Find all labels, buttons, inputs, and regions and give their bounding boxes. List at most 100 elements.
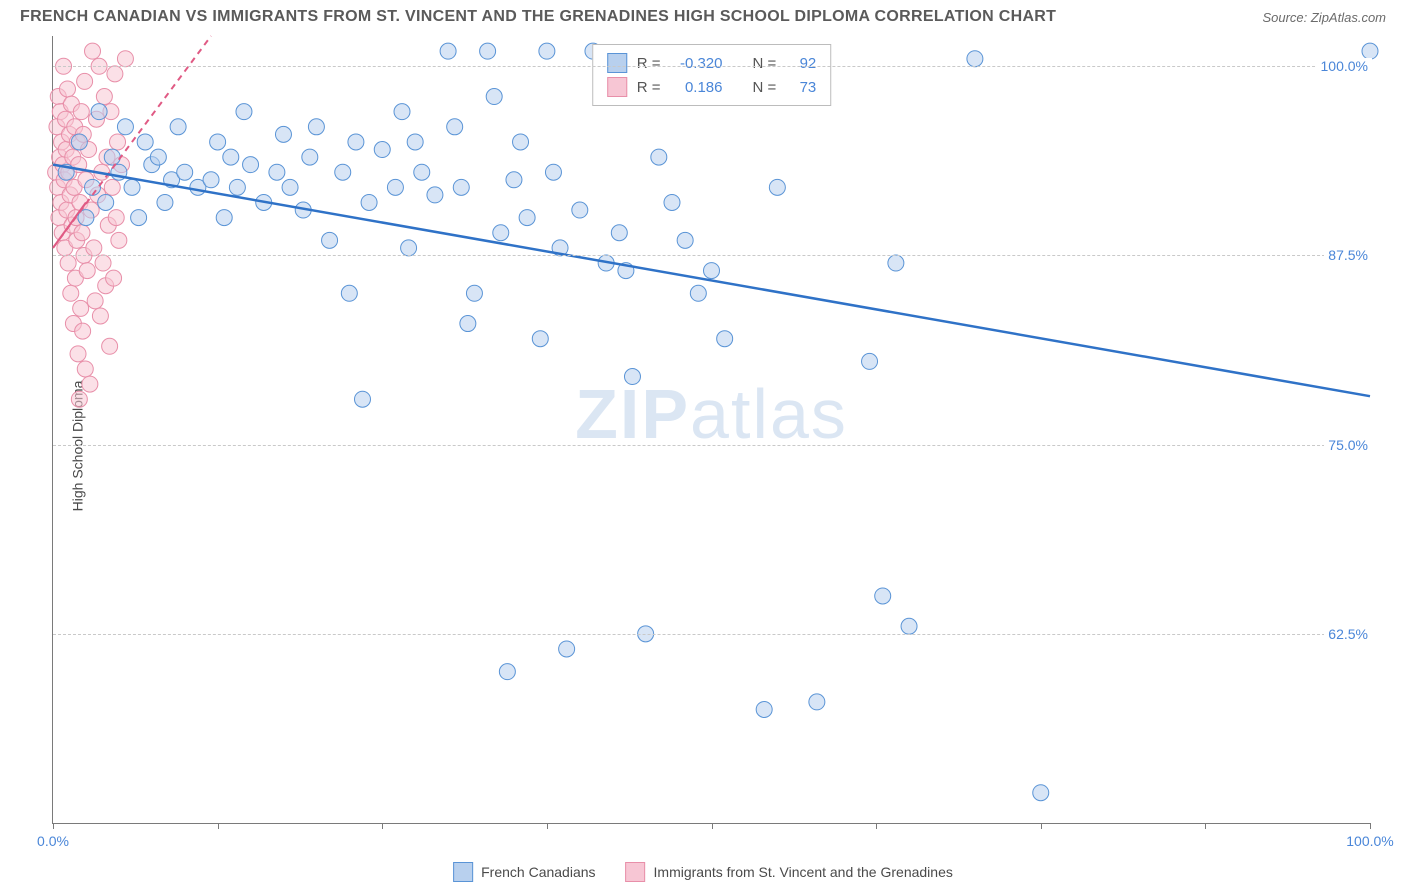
x-tick (218, 823, 219, 829)
n-value-blue: 92 (786, 55, 816, 72)
scatter-point (967, 51, 983, 67)
scatter-point (73, 300, 89, 316)
scatter-point (387, 179, 403, 195)
scatter-point (677, 232, 693, 248)
scatter-point (73, 104, 89, 120)
stats-row-pink: R = 0.186 N = 73 (607, 75, 817, 99)
scatter-point (216, 210, 232, 226)
scatter-point (91, 104, 107, 120)
swatch-pink (607, 77, 627, 97)
scatter-point (74, 225, 90, 241)
scatter-point (59, 81, 75, 97)
scatter-point (664, 194, 680, 210)
scatter-point (157, 194, 173, 210)
swatch-pink (626, 862, 646, 882)
x-tick-label: 0.0% (37, 833, 69, 849)
chart-title: FRENCH CANADIAN VS IMMIGRANTS FROM ST. V… (20, 8, 1056, 26)
scatter-point (453, 179, 469, 195)
scatter-point (1362, 43, 1378, 59)
y-tick-label: 100.0% (1317, 58, 1372, 74)
scatter-point (85, 43, 101, 59)
scatter-point (427, 187, 443, 203)
chart-container: FRENCH CANADIAN VS IMMIGRANTS FROM ST. V… (0, 0, 1406, 892)
scatter-point (177, 164, 193, 180)
legend-item-blue: French Canadians (453, 862, 595, 882)
scatter-point (85, 179, 101, 195)
legend-label-pink: Immigrants from St. Vincent and the Gren… (654, 864, 953, 880)
stats-row-blue: R = -0.320 N = 92 (607, 51, 817, 75)
scatter-point (862, 353, 878, 369)
scatter-point (77, 73, 93, 89)
scatter-point (170, 119, 186, 135)
scatter-point (361, 194, 377, 210)
legend-item-pink: Immigrants from St. Vincent and the Gren… (626, 862, 953, 882)
scatter-point (70, 346, 86, 362)
scatter-point (335, 164, 351, 180)
scatter-point (447, 119, 463, 135)
x-tick (53, 823, 54, 829)
scatter-point (137, 134, 153, 150)
gridline (53, 445, 1370, 446)
scatter-point (117, 51, 133, 67)
trend-line (53, 165, 1370, 397)
scatter-point (236, 104, 252, 120)
scatter-point (466, 285, 482, 301)
scatter-point (108, 210, 124, 226)
scatter-point (460, 316, 476, 332)
scatter-point (223, 149, 239, 165)
scatter-point (71, 134, 87, 150)
gridline (53, 634, 1370, 635)
scatter-point (124, 179, 140, 195)
scatter-point (210, 134, 226, 150)
scatter-point (229, 179, 245, 195)
r-label: R = (637, 55, 661, 72)
scatter-point (888, 255, 904, 271)
scatter-point (545, 164, 561, 180)
scatter-point (60, 255, 76, 271)
scatter-point (717, 331, 733, 347)
scatter-point (499, 664, 515, 680)
scatter-point (624, 369, 640, 385)
scatter-point (107, 66, 123, 82)
x-tick (1370, 823, 1371, 829)
scatter-point (282, 179, 298, 195)
scatter-point (203, 172, 219, 188)
scatter-point (513, 134, 529, 150)
scatter-point (341, 285, 357, 301)
scatter-point (440, 43, 456, 59)
scatter-point (651, 149, 667, 165)
plot-area: ZIPatlas R = -0.320 N = 92 R = 0.186 N =… (52, 36, 1370, 824)
scatter-point (901, 618, 917, 634)
scatter-point (92, 308, 108, 324)
gridline (53, 66, 1370, 67)
scatter-point (539, 43, 555, 59)
y-tick-label: 87.5% (1324, 247, 1372, 263)
scatter-point (71, 391, 87, 407)
scatter-point (354, 391, 370, 407)
n-label: N = (753, 79, 777, 96)
swatch-blue (453, 862, 473, 882)
scatter-point (486, 89, 502, 105)
n-value-pink: 73 (786, 79, 816, 96)
stats-legend: R = -0.320 N = 92 R = 0.186 N = 73 (592, 44, 832, 106)
r-label: R = (637, 79, 661, 96)
scatter-point (348, 134, 364, 150)
swatch-blue (607, 53, 627, 73)
scatter-point (243, 157, 259, 173)
scatter-point (506, 172, 522, 188)
x-tick (547, 823, 548, 829)
scatter-point (394, 104, 410, 120)
bottom-legend: French Canadians Immigrants from St. Vin… (453, 862, 953, 882)
scatter-point (308, 119, 324, 135)
scatter-point (104, 149, 120, 165)
scatter-point (559, 641, 575, 657)
scatter-point (110, 134, 126, 150)
scatter-point (111, 232, 127, 248)
scatter-point (401, 240, 417, 256)
scatter-point (96, 89, 112, 105)
scatter-point (414, 164, 430, 180)
scatter-point (322, 232, 338, 248)
scatter-point (519, 210, 535, 226)
scatter-point (104, 179, 120, 195)
x-tick (712, 823, 713, 829)
